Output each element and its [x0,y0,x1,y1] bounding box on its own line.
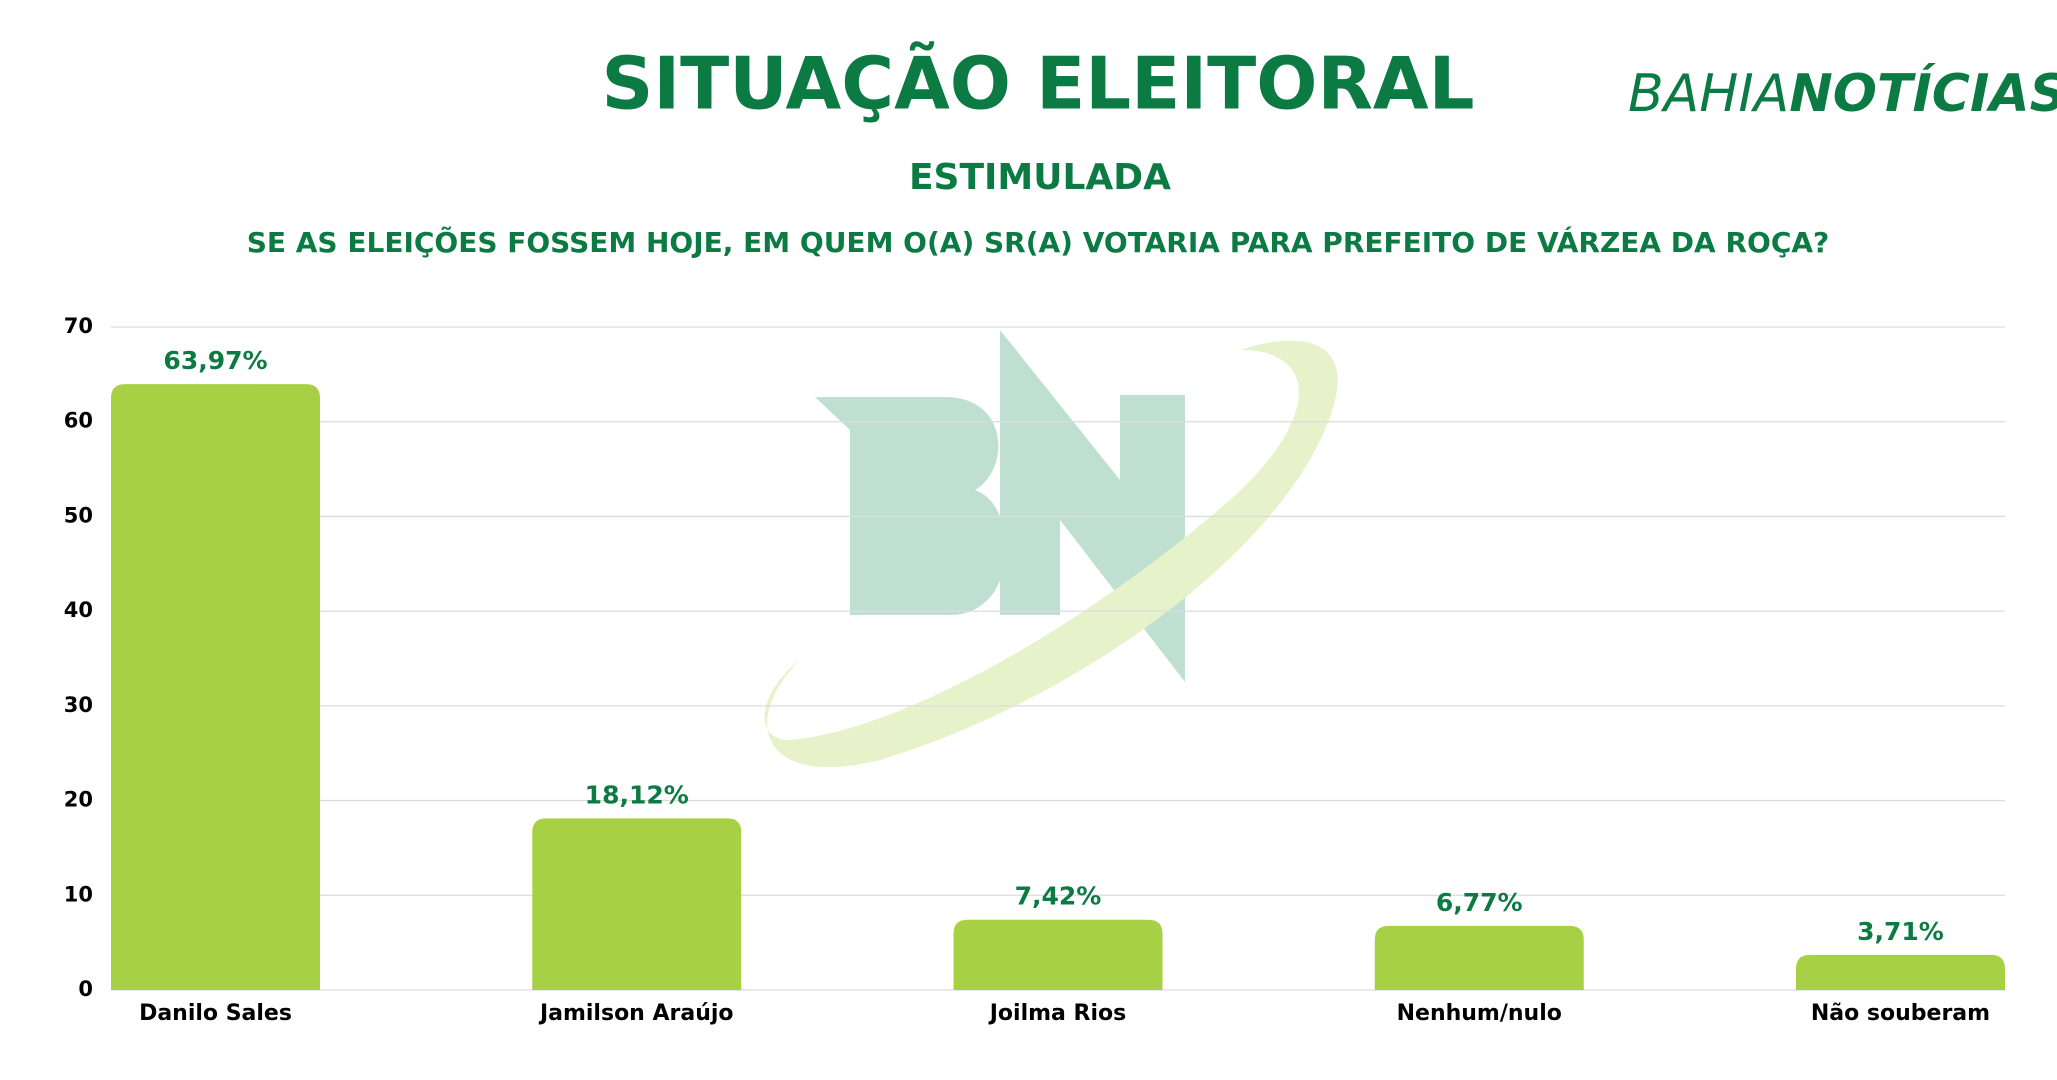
watermark [764,330,1338,768]
y-tick-label: 10 [64,882,93,906]
bar [953,919,1163,990]
logo-part: NOTÍCIAS [1789,63,2057,124]
logo: BAHIANOTÍCIAS [1628,63,2057,124]
value-label: 18,12% [585,780,689,809]
watermark-b [815,397,1007,615]
chart-title: SITUAÇÃO ELEITORAL [602,42,1475,126]
value-label: 6,77% [1436,888,1523,917]
y-tick-label: 70 [64,314,93,338]
y-tick-label: 40 [64,598,93,622]
x-tick-label: Não souberam [1811,1001,1990,1026]
bar [1796,954,2005,990]
question: SE AS ELEIÇÕES FOSSEM HOJE, EM QUEM O(A)… [247,225,1830,259]
logo-part: BAHIA [1628,64,1789,124]
x-tick-label: Joilma Rios [988,1001,1127,1026]
y-tick-label: 30 [64,693,93,717]
y-tick-label: 20 [64,788,93,812]
x-tick-label: Nenhum/nulo [1397,1001,1562,1026]
bar [1374,925,1584,990]
value-label: 7,42% [1015,882,1102,911]
x-tick-label: Jamilson Araújo [538,1001,734,1026]
value-label: 3,71% [1857,917,1944,946]
bar [532,818,742,990]
watermark-swoosh [764,340,1338,768]
chart-subtitle: ESTIMULADA [909,157,1171,198]
x-tick-label: Danilo Sales [139,1001,292,1026]
bar [111,384,320,991]
y-tick-label: 0 [78,977,93,1001]
value-label: 63,97% [163,346,267,375]
y-tick-label: 50 [64,503,93,527]
y-tick-label: 60 [64,409,93,433]
